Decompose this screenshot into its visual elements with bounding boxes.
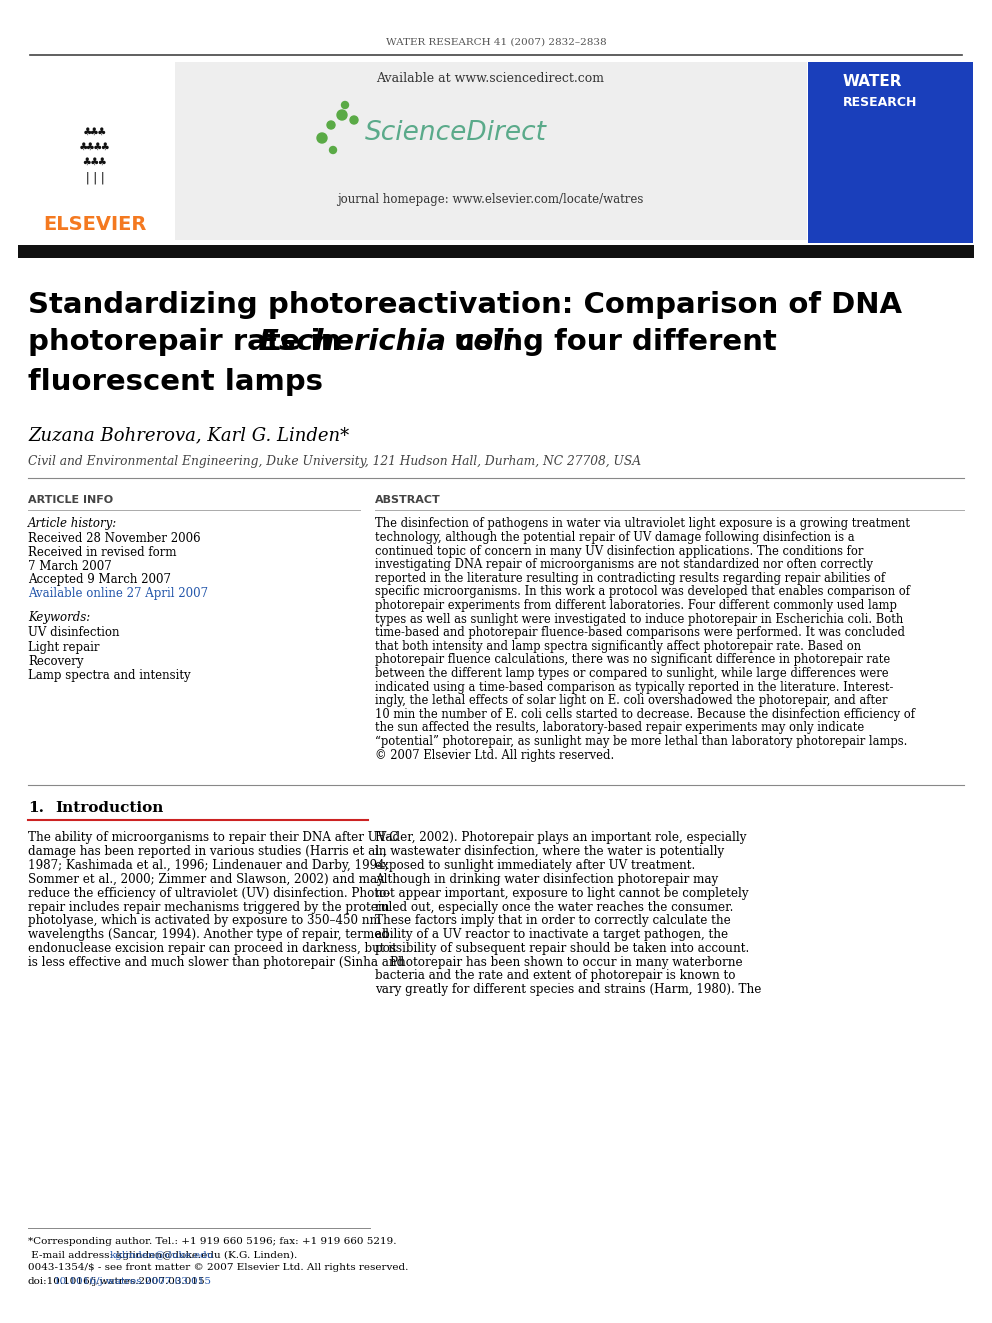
Text: ScienceDirect: ScienceDirect [365,120,547,146]
Text: Introduction: Introduction [55,800,164,815]
Text: WATER RESEARCH 41 (2007) 2832–2838: WATER RESEARCH 41 (2007) 2832–2838 [386,37,606,46]
Text: indicated using a time-based comparison as typically reported in the literature.: indicated using a time-based comparison … [375,681,894,693]
Text: using four different: using four different [443,328,777,356]
Circle shape [337,110,347,120]
Text: Although in drinking water disinfection photorepair may: Although in drinking water disinfection … [375,873,718,886]
Text: wavelengths (Sancar, 1994). Another type of repair, termed: wavelengths (Sancar, 1994). Another type… [28,929,389,941]
Text: ingly, the lethal effects of solar light on E. coli overshadowed the photorepair: ingly, the lethal effects of solar light… [375,695,888,708]
Circle shape [350,116,358,124]
Text: Hader, 2002). Photorepair plays an important role, especially: Hader, 2002). Photorepair plays an impor… [375,831,747,844]
Text: ARTICLE INFO: ARTICLE INFO [28,495,113,505]
Text: specific microorganisms. In this work a protocol was developed that enables comp: specific microorganisms. In this work a … [375,586,910,598]
Text: fluorescent lamps: fluorescent lamps [28,368,323,396]
Text: Available at www.sciencedirect.com: Available at www.sciencedirect.com [376,71,604,85]
Text: UV disinfection: UV disinfection [28,627,119,639]
Text: exposed to sunlight immediately after UV treatment.: exposed to sunlight immediately after UV… [375,859,695,872]
Text: the sun affected the results, laboratory-based repair experiments may only indic: the sun affected the results, laboratory… [375,721,864,734]
Text: types as well as sunlight were investigated to induce photorepair in Escherichia: types as well as sunlight were investiga… [375,613,904,626]
Text: endonuclease excision repair can proceed in darkness, but it: endonuclease excision repair can proceed… [28,942,397,955]
Bar [18,245,974,258]
Text: repair includes repair mechanisms triggered by the protein: repair includes repair mechanisms trigge… [28,901,390,913]
Text: “potential” photorepair, as sunlight may be more lethal than laboratory photorep: “potential” photorepair, as sunlight may… [375,736,908,747]
Text: Light repair: Light repair [28,640,99,654]
Text: journal homepage: www.elsevier.com/locate/watres: journal homepage: www.elsevier.com/locat… [337,193,643,206]
Text: investigating DNA repair of microorganisms are not standardized nor often correc: investigating DNA repair of microorganis… [375,558,873,572]
Text: ABSTRACT: ABSTRACT [375,495,440,505]
Text: doi:10.1016/j.watres.2007.03.015: doi:10.1016/j.watres.2007.03.015 [28,1277,205,1286]
Text: between the different lamp types or compared to sunlight, while large difference: between the different lamp types or comp… [375,667,889,680]
Text: Available online 27 April 2007: Available online 27 April 2007 [28,587,208,601]
Text: reported in the literature resulting in contradicting results regarding repair a: reported in the literature resulting in … [375,572,885,585]
Text: WATER: WATER [843,74,903,90]
Text: Accepted 9 March 2007: Accepted 9 March 2007 [28,573,171,586]
Bar [808,62,973,243]
Text: The disinfection of pathogens in water via ultraviolet light exposure is a growi: The disinfection of pathogens in water v… [375,517,910,531]
Text: 0043-1354/$ - see front matter © 2007 Elsevier Ltd. All rights reserved.: 0043-1354/$ - see front matter © 2007 El… [28,1263,409,1273]
Text: © 2007 Elsevier Ltd. All rights reserved.: © 2007 Elsevier Ltd. All rights reserved… [375,749,614,762]
Text: Received in revised form: Received in revised form [28,545,177,558]
Circle shape [327,120,335,130]
Text: possibility of subsequent repair should be taken into account.: possibility of subsequent repair should … [375,942,749,955]
Bar [175,62,807,239]
Text: that both intensity and lamp spectra significantly affect photorepair rate. Base: that both intensity and lamp spectra sig… [375,640,861,652]
Text: time-based and photorepair fluence-based comparisons were performed. It was conc: time-based and photorepair fluence-based… [375,626,905,639]
Circle shape [341,102,348,108]
Text: technology, although the potential repair of UV damage following disinfection is: technology, although the potential repai… [375,531,855,544]
Text: 1987; Kashimada et al., 1996; Lindenauer and Darby, 1994;: 1987; Kashimada et al., 1996; Lindenauer… [28,859,389,872]
Circle shape [329,147,336,153]
Text: damage has been reported in various studies (Harris et al.,: damage has been reported in various stud… [28,845,387,859]
Text: 1.: 1. [28,800,44,815]
Text: kglinden@duke.edu: kglinden@duke.edu [110,1250,214,1259]
Text: ruled out, especially once the water reaches the consumer.: ruled out, especially once the water rea… [375,901,733,913]
Text: Recovery: Recovery [28,655,83,668]
Text: Article history:: Article history: [28,517,117,531]
Text: ELSEVIER: ELSEVIER [44,216,147,234]
Text: These factors imply that in order to correctly calculate the: These factors imply that in order to cor… [375,914,731,927]
Text: in wastewater disinfection, where the water is potentially: in wastewater disinfection, where the wa… [375,845,724,859]
Text: 7 March 2007: 7 March 2007 [28,560,112,573]
Text: RESEARCH: RESEARCH [843,97,918,110]
Text: 10.1016/j.watres.2007.03.015: 10.1016/j.watres.2007.03.015 [54,1277,212,1286]
Text: is less effective and much slower than photorepair (Sinha and: is less effective and much slower than p… [28,955,405,968]
Text: reduce the efficiency of ultraviolet (UV) disinfection. Photo-: reduce the efficiency of ultraviolet (UV… [28,886,391,900]
Bar [18,62,173,239]
Text: photorepair fluence calculations, there was no significant difference in photore: photorepair fluence calculations, there … [375,654,890,667]
Text: Sommer et al., 2000; Zimmer and Slawson, 2002) and may: Sommer et al., 2000; Zimmer and Slawson,… [28,873,384,886]
Text: photorepair experiments from different laboratories. Four different commonly use: photorepair experiments from different l… [375,599,897,613]
Text: Lamp spectra and intensity: Lamp spectra and intensity [28,668,190,681]
Text: Standardizing photoreactivation: Comparison of DNA: Standardizing photoreactivation: Compari… [28,291,902,319]
Text: ♣♣♣
♣♣♣♣
 ♣♣♣ 
  |||: ♣♣♣ ♣♣♣♣ ♣♣♣ ||| [68,126,121,184]
Text: The ability of microorganisms to repair their DNA after UV-C: The ability of microorganisms to repair … [28,831,399,844]
Text: Keywords:: Keywords: [28,611,90,624]
Text: Civil and Environmental Engineering, Duke University, 121 Hudson Hall, Durham, N: Civil and Environmental Engineering, Duk… [28,455,641,468]
Text: ability of a UV reactor to inactivate a target pathogen, the: ability of a UV reactor to inactivate a … [375,929,728,941]
Text: continued topic of concern in many UV disinfection applications. The conditions : continued topic of concern in many UV di… [375,545,863,558]
Text: 10 min the number of E. coli cells started to decrease. Because the disinfection: 10 min the number of E. coli cells start… [375,708,915,721]
Text: Zuzana Bohrerova, Karl G. Linden*: Zuzana Bohrerova, Karl G. Linden* [28,426,349,445]
Text: not appear important, exposure to light cannot be completely: not appear important, exposure to light … [375,886,749,900]
Text: Photorepair has been shown to occur in many waterborne: Photorepair has been shown to occur in m… [375,955,743,968]
Text: photolyase, which is activated by exposure to 350–450 nm: photolyase, which is activated by exposu… [28,914,381,927]
Text: photorepair rate in: photorepair rate in [28,328,351,356]
Text: bacteria and the rate and extent of photorepair is known to: bacteria and the rate and extent of phot… [375,970,735,983]
Text: *Corresponding author. Tel.: +1 919 660 5196; fax: +1 919 660 5219.: *Corresponding author. Tel.: +1 919 660 … [28,1237,397,1246]
Text: E-mail address: kglinden@duke.edu (K.G. Linden).: E-mail address: kglinden@duke.edu (K.G. … [28,1250,298,1259]
Text: Received 28 November 2006: Received 28 November 2006 [28,532,200,545]
Text: vary greatly for different species and strains (Harm, 1980). The: vary greatly for different species and s… [375,983,762,996]
Text: Escherichia coli: Escherichia coli [259,328,514,356]
Circle shape [317,134,327,143]
